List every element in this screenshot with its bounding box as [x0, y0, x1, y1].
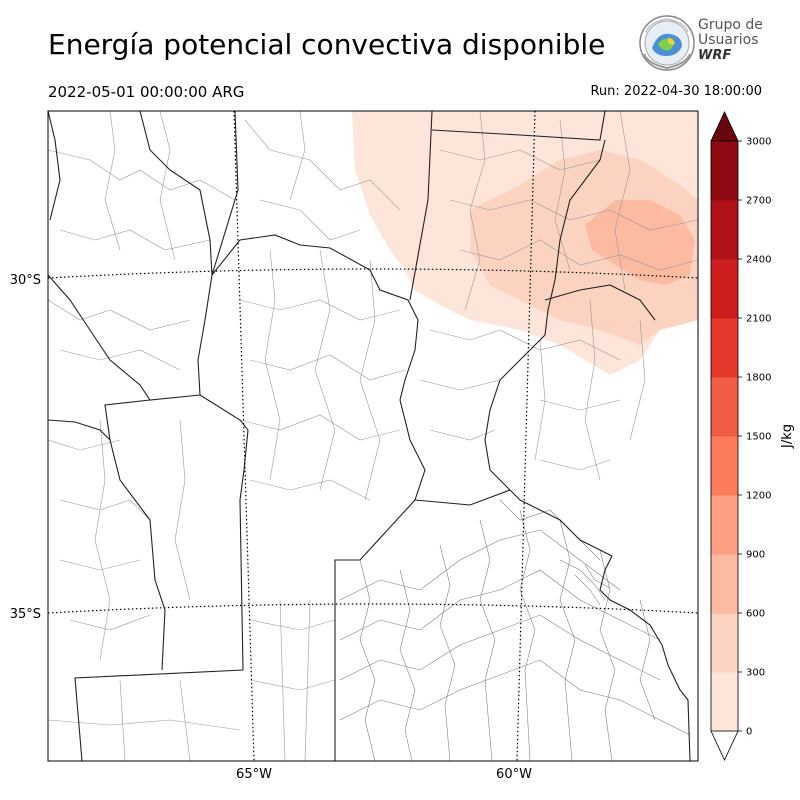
- grupo-usuarios-wrf-logo: Grupo de Usuarios WRF: [638, 14, 764, 74]
- colorbar-tick-label: 1500: [746, 432, 771, 443]
- graticule: [48, 111, 698, 761]
- cape-field-300-600: [470, 150, 698, 345]
- lat-label-30s: 30°S: [10, 273, 41, 288]
- meridian-60w: [516, 111, 536, 761]
- run-time: Run: 2022-04-30 18:00:00: [590, 84, 762, 99]
- colorbar-tick-label: 2400: [746, 255, 771, 266]
- colorbar-unit-label: J/kg: [780, 424, 795, 449]
- parallel-35s: [48, 603, 698, 614]
- province-boundaries: [48, 111, 656, 761]
- lon-label-60w: 60°W: [496, 767, 532, 782]
- cape-field-600-900: [585, 200, 695, 285]
- logo-emblem-icon: [639, 15, 695, 71]
- map-panel: [48, 111, 698, 761]
- department-boundaries: [48, 111, 698, 761]
- colorbar-tick-label: 2700: [746, 196, 771, 207]
- colorbar-tick-label: 1800: [746, 373, 771, 384]
- colorbar-segment: [711, 672, 738, 732]
- coastline: [599, 555, 691, 761]
- colorbar-segment: [711, 554, 738, 614]
- colorbar-segment: [711, 613, 738, 673]
- colorbar-tick-label: 300: [746, 668, 765, 679]
- colorbar-segment: [711, 200, 738, 260]
- meridian-65w: [233, 111, 255, 761]
- colorbar-tick-label: 2100: [746, 314, 771, 325]
- logo-line-3: WRF: [698, 48, 732, 63]
- parallel-30s: [48, 268, 698, 279]
- colorbar-segment: [711, 377, 738, 437]
- colorbar-extend-min: [710, 730, 739, 761]
- valid-time: 2022-05-01 00:00:00 ARG: [48, 83, 245, 101]
- cape-shading: [352, 111, 698, 375]
- colorbar-segment: [711, 259, 738, 319]
- colorbar-segment: [711, 436, 738, 496]
- colorbar-segment: [711, 318, 738, 378]
- colorbar-segment: [711, 495, 738, 555]
- colorbar-tick-label: 900: [746, 550, 765, 561]
- lat-label-35s: 35°S: [10, 607, 41, 622]
- colorbar-tick-label: 0: [746, 727, 752, 738]
- map-axis-labels: 30°S 35°S 65°W 60°W: [10, 273, 532, 782]
- logo-line-2: Usuarios: [698, 32, 759, 48]
- colorbar-segment: [711, 141, 738, 201]
- logo-line-1: Grupo de: [698, 17, 763, 33]
- lon-label-65w: 65°W: [236, 767, 272, 782]
- colorbar-tick-label: 3000: [746, 137, 771, 148]
- colorbar-tick-label: 1200: [746, 491, 771, 502]
- page-title: Energía potencial convectiva disponible: [48, 28, 606, 61]
- colorbar-tick-label: 600: [746, 609, 765, 620]
- map-frame: [47, 110, 699, 762]
- colorbar: 0 300 600 900 1200 1500 1800 2100 2400 2700 3000: [710, 111, 771, 761]
- colorbar-extend-max: [710, 111, 739, 142]
